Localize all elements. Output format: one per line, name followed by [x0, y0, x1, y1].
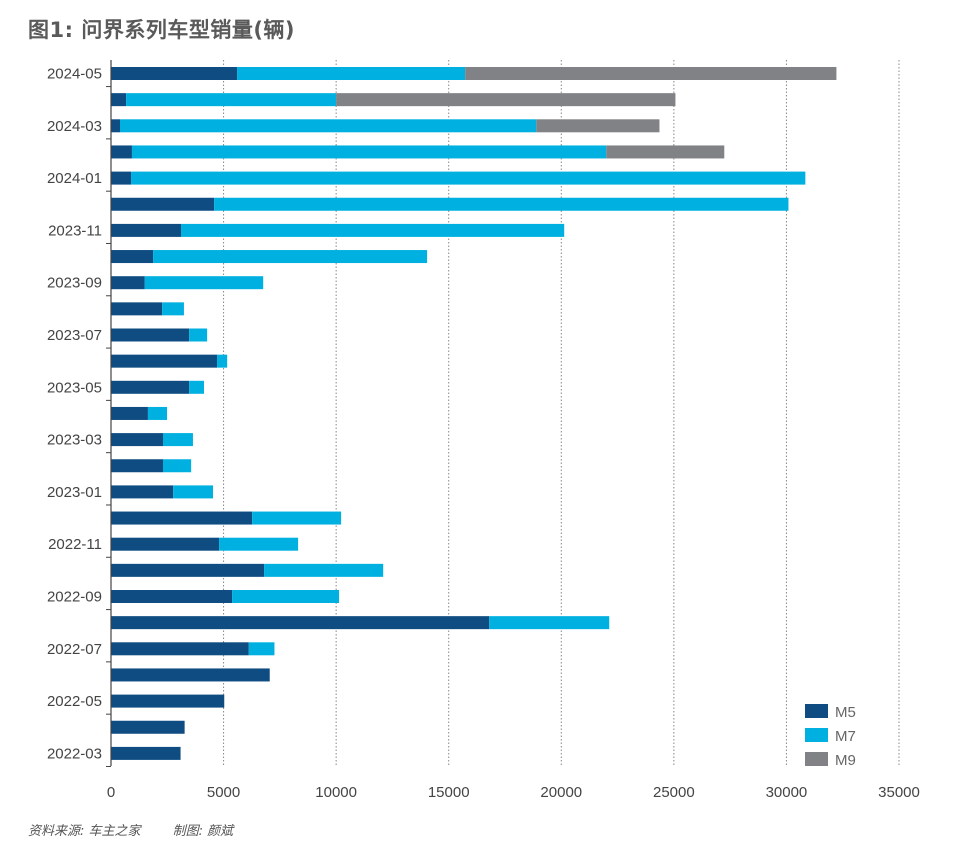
bar-m5-2022-07 [111, 642, 249, 656]
y-tick-label: 2023-05 [47, 379, 102, 396]
x-tick-label: 25000 [653, 784, 695, 801]
y-tick-label: 2024-01 [47, 170, 102, 187]
bar-m5-2024-04 [111, 93, 127, 107]
y-tick-label: 2023-01 [47, 484, 102, 501]
bar-m7-2023-02 [163, 459, 192, 473]
source-note: 资料来源: 车主之家 制图: 颜斌 [28, 820, 261, 839]
bar-m5-2023-01 [111, 485, 174, 499]
legend-label-m7: M7 [835, 728, 856, 745]
x-tick-label: 30000 [766, 784, 808, 801]
grid-lines [223, 60, 900, 766]
x-tick-label: 5000 [207, 784, 240, 801]
bar-m7-2023-12 [214, 197, 789, 211]
y-tick-label: 2023-09 [47, 275, 102, 292]
x-tick-label: 35000 [878, 784, 920, 801]
bar-m5-2023-05 [111, 380, 190, 394]
bar-m7-2024-02 [131, 145, 607, 159]
bar-m5-2022-09 [111, 590, 233, 603]
bar-m7-2023-09 [144, 276, 264, 290]
bar-m5-2024-01 [111, 171, 132, 185]
bar-m5-2022-04 [111, 720, 185, 734]
bar-m5-2022-11 [111, 537, 220, 551]
bar-m5-2023-10 [111, 250, 154, 264]
bar-m7-2024-03 [120, 119, 537, 133]
bar-m9-2024-04 [336, 93, 676, 107]
y-tick-label: 2024-05 [47, 66, 102, 83]
bar-m5-2022-03 [111, 746, 181, 760]
y-tick-label: 2022-09 [47, 589, 102, 606]
x-axis: 0 5000 10000 15000 20000 25000 30000 35000 [107, 784, 920, 801]
bar-m5-2023-11 [111, 223, 182, 237]
bar-m7-2022-12 [252, 511, 342, 525]
x-tick-label: 20000 [540, 784, 582, 801]
bar-m7-2024-01 [131, 171, 806, 185]
bar-m5-2023-04 [111, 406, 148, 420]
bar-m7-2022-08 [489, 616, 610, 630]
bar-m5-2024-05 [111, 67, 238, 80]
y-tick-label: 2022-07 [47, 641, 102, 658]
bar-m7-2023-07 [189, 328, 208, 342]
bar-m7-2024-05 [237, 67, 466, 80]
y-tick-label: 2022-05 [47, 693, 102, 710]
y-tick-label: 2023-07 [47, 327, 102, 344]
legend-label-m5: M5 [835, 704, 856, 721]
bar-m5-2023-09 [111, 276, 145, 290]
bar-m5-2023-08 [111, 302, 163, 316]
author-credit: 制图: 颜斌 [172, 824, 234, 839]
bar-m5-2022-12 [111, 511, 253, 525]
bar-m7-2023-03 [163, 433, 193, 447]
bar-m7-2022-10 [264, 563, 384, 577]
bar-m5-2024-02 [111, 145, 132, 159]
bar-m7-2023-04 [147, 406, 168, 420]
bar-m7-2023-05 [189, 380, 204, 394]
legend-swatch-m7 [805, 728, 828, 742]
bar-m7-2022-09 [232, 590, 340, 603]
bar-m5-2022-05 [111, 694, 225, 708]
bar-m7-2022-07 [248, 642, 275, 656]
x-tick-label: 10000 [315, 784, 357, 801]
bar-m5-2023-12 [111, 197, 215, 211]
bar-m7-2023-10 [153, 250, 428, 264]
legend-swatch-m9 [805, 752, 828, 766]
y-tick-label: 2024-03 [47, 118, 102, 135]
bar-m5-2022-08 [111, 616, 490, 630]
legend-label-m9: M9 [835, 752, 856, 769]
y-tick-label: 2023-03 [47, 432, 102, 449]
y-tick-label: 2022-11 [48, 536, 102, 553]
bar-m5-2023-02 [111, 459, 164, 473]
x-tick-label: 0 [107, 784, 115, 801]
legend-swatch-m5 [805, 704, 828, 718]
bar-m5-2023-06 [111, 354, 218, 368]
y-tick-label: 2022-03 [47, 745, 102, 762]
chart-title: 图1: 问界系列车型销量(辆) [28, 18, 296, 42]
x-tick-label: 15000 [428, 784, 470, 801]
bar-m7-2023-01 [173, 485, 213, 499]
bar-m9-2024-03 [536, 119, 660, 133]
bar-m7-2023-11 [181, 223, 565, 237]
bar-m7-2024-04 [126, 93, 337, 107]
bar-m7-2023-06 [217, 354, 228, 368]
bar-m5-2023-07 [111, 328, 190, 342]
data-source: 资料来源: 车主之家 [28, 824, 141, 839]
bar-m5-2022-10 [111, 563, 265, 577]
y-tick-label: 2023-11 [48, 222, 102, 239]
bar-m9-2024-05 [465, 67, 837, 80]
bar-m7-2023-08 [162, 302, 184, 316]
y-axis: 2024-05 2024-03 2024-01 2023-11 2023-09 2023-… [47, 60, 112, 767]
bar-m7-2022-11 [219, 537, 299, 551]
bar-m5-2023-03 [111, 433, 164, 447]
legend: M5 M7 M9 [805, 704, 856, 769]
bar-m5-2022-06 [111, 668, 270, 682]
bar-m9-2024-02 [606, 145, 725, 159]
bar-m5-2024-03 [111, 119, 121, 133]
bars [111, 67, 837, 760]
